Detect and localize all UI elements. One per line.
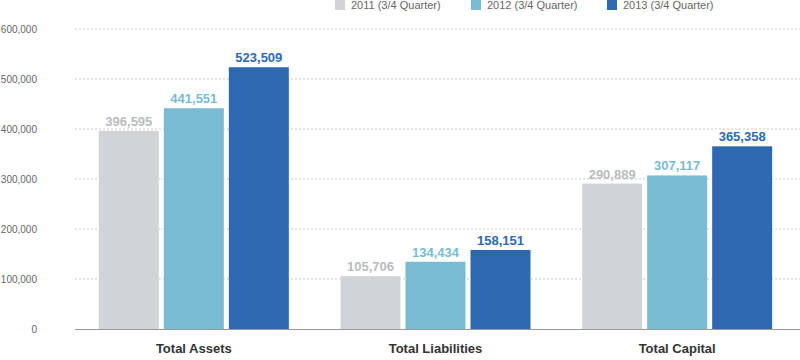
data-label: 105,706 [347, 259, 394, 274]
chart-svg: 0 100,000 200,000 300,000 400,000 500,000 600,… [0, 0, 800, 360]
bar [712, 146, 772, 329]
data-label: 441,551 [170, 91, 217, 106]
y-tick-label: 100,000 [1, 274, 38, 285]
data-label: 396,595 [105, 114, 152, 129]
data-label: 158,151 [477, 233, 524, 248]
y-tick-label: 600,000 [1, 24, 38, 35]
x-tick-label: Total Assets [156, 341, 232, 356]
legend-label: 2013 (3/4 Quarter) [623, 0, 714, 11]
grid-line [75, 79, 800, 80]
bar [229, 67, 289, 329]
data-labels: 396,595 441,551 523,509 105,706 134,434 158,1… [105, 50, 765, 274]
bars [99, 67, 772, 329]
data-label: 365,358 [719, 129, 766, 144]
legend-swatch [471, 0, 481, 10]
bar [341, 276, 401, 329]
legend-swatch [335, 0, 345, 10]
y-tick-label: 200,000 [1, 224, 38, 235]
x-axis-line [75, 329, 800, 330]
y-tick-label: 500,000 [1, 74, 38, 85]
bar [647, 175, 707, 329]
grid-line [75, 29, 800, 30]
x-tick-label: Total Liabilities [389, 341, 483, 356]
bar [99, 131, 159, 329]
x-tick-label: Total Capital [639, 341, 716, 356]
y-tick-label: 400,000 [1, 124, 38, 135]
data-label: 307,117 [654, 158, 700, 173]
bar [582, 184, 642, 329]
legend-swatch [607, 0, 617, 10]
data-label: 134,434 [412, 245, 460, 260]
legend: 2011 (3/4 Quarter) 2012 (3/4 Quarter) 2013… [335, 0, 714, 11]
chart-container: 0 100,000 200,000 300,000 400,000 500,000 600,… [0, 0, 800, 360]
bar [471, 250, 531, 329]
bar [406, 262, 466, 329]
y-tick-label: 0 [31, 324, 37, 335]
legend-label: 2012 (3/4 Quarter) [487, 0, 578, 11]
y-tick-label: 300,000 [1, 174, 38, 185]
legend-label: 2011 (3/4 Quarter) [351, 0, 441, 11]
data-label: 290,889 [589, 167, 636, 182]
data-label: 523,509 [235, 50, 282, 65]
bar [164, 108, 224, 329]
